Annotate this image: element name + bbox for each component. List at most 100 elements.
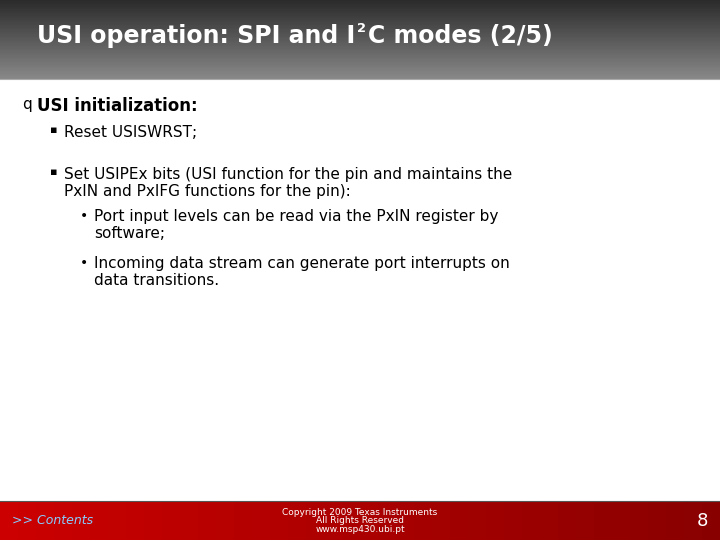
Bar [0, 48, 720, 50]
Bar [522, 501, 541, 540]
Bar [0, 61, 720, 63]
Bar [54, 501, 73, 540]
Bar [648, 501, 667, 540]
Bar [0, 65, 720, 67]
Bar [0, 27, 720, 29]
Bar [0, 3, 720, 5]
Text: 8: 8 [696, 511, 708, 530]
Text: UBI: UBI [22, 89, 41, 99]
Bar [378, 501, 397, 540]
Bar [0, 9, 720, 11]
Text: C modes (2/5): C modes (2/5) [368, 24, 553, 48]
Bar [126, 501, 145, 540]
Bar [414, 501, 433, 540]
Bar [0, 24, 720, 26]
Bar [0, 8, 720, 9]
Text: 2: 2 [357, 22, 366, 35]
Bar [432, 501, 451, 540]
Bar [0, 75, 720, 76]
Bar [666, 501, 685, 540]
Bar [144, 501, 163, 540]
Bar [0, 18, 720, 20]
Bar [0, 69, 720, 71]
Text: ▪: ▪ [50, 167, 58, 177]
Bar [0, 5, 720, 6]
Bar [0, 22, 720, 24]
Bar [0, 32, 720, 34]
Text: data transitions.: data transitions. [94, 273, 219, 288]
Bar [0, 66, 720, 69]
Text: ▪: ▪ [50, 125, 58, 135]
Bar [468, 501, 487, 540]
Bar [180, 501, 199, 540]
Bar [288, 501, 307, 540]
Text: Copyright 2009 Texas Instruments: Copyright 2009 Texas Instruments [282, 508, 438, 517]
Bar [0, 42, 720, 43]
Bar [630, 501, 649, 540]
Bar [0, 19, 720, 21]
Bar [270, 501, 289, 540]
Bar [0, 1, 720, 3]
Bar [0, 35, 720, 37]
Text: USI initialization:: USI initialization: [37, 97, 197, 115]
Text: q: q [22, 97, 32, 112]
Bar [558, 501, 577, 540]
Bar [0, 57, 720, 59]
Text: Incoming data stream can generate port interrupts on: Incoming data stream can generate port i… [94, 256, 510, 271]
Bar [0, 73, 720, 75]
Bar [0, 6, 720, 8]
Bar [0, 33, 720, 36]
Text: USI operation: SPI and I: USI operation: SPI and I [37, 24, 355, 48]
Bar [0, 63, 720, 64]
Bar [0, 72, 720, 74]
Bar [0, 44, 720, 46]
Text: PxIN and PxIFG functions for the pin):: PxIN and PxIFG functions for the pin): [64, 184, 351, 199]
Bar [198, 501, 217, 540]
Bar [0, 36, 720, 38]
Bar [0, 71, 720, 72]
Bar [0, 14, 720, 16]
Bar [0, 38, 720, 39]
Bar [0, 40, 720, 42]
Text: software;: software; [94, 226, 165, 241]
Bar [0, 47, 720, 49]
Bar [252, 501, 271, 540]
Text: >> Contents: >> Contents [12, 514, 93, 527]
Bar [540, 501, 559, 540]
Bar [702, 501, 720, 540]
Bar [486, 501, 505, 540]
Bar [0, 21, 720, 22]
Bar [216, 501, 235, 540]
Bar [0, 56, 720, 58]
Bar [0, 79, 720, 501]
Bar [0, 2, 720, 4]
Bar [450, 501, 469, 540]
Bar [576, 501, 595, 540]
Bar [612, 501, 631, 540]
Bar [0, 76, 720, 78]
Text: Reset USISWRST;: Reset USISWRST; [64, 125, 197, 140]
Bar [90, 501, 109, 540]
Bar [0, 31, 720, 33]
Bar [0, 55, 720, 57]
Bar [0, 39, 720, 41]
Bar [0, 17, 720, 18]
Bar [162, 501, 181, 540]
Bar [684, 501, 703, 540]
Text: Set USIPEx bits (USI function for the pin and maintains the: Set USIPEx bits (USI function for the pi… [64, 167, 512, 182]
Bar [0, 51, 720, 53]
Bar [0, 23, 720, 25]
Text: •: • [80, 209, 89, 223]
Bar [360, 501, 379, 540]
Bar [0, 45, 720, 48]
Bar [18, 501, 37, 540]
Bar [504, 501, 523, 540]
Bar [0, 0, 720, 1]
Bar [0, 64, 720, 66]
Bar [342, 501, 361, 540]
Text: All Rights Reserved: All Rights Reserved [316, 516, 404, 525]
Bar [396, 501, 415, 540]
Bar [0, 68, 720, 70]
Bar [0, 29, 720, 30]
Bar [0, 53, 720, 55]
